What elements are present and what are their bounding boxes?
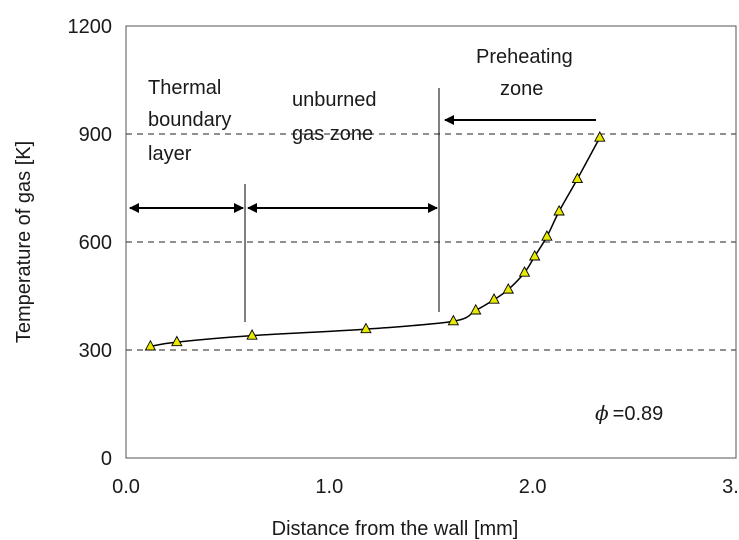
data-point-8	[518, 266, 531, 277]
x-axis-title: Distance from the wall [mm]	[272, 518, 519, 540]
x-tick-label: 1.0	[315, 476, 343, 498]
unburned-gas-annotation: unburned gas zone	[292, 89, 377, 145]
x-tick-label: 2.0	[519, 476, 547, 498]
thermal-label-line3: layer	[148, 143, 192, 165]
y-axis-ticks: 0 300 600 900 1200	[68, 16, 113, 470]
data-point-13	[594, 131, 606, 142]
thermal-boundary-annotation: Thermal boundary layer	[148, 77, 231, 165]
y-tick-label: 900	[79, 124, 112, 146]
gridlines	[126, 133, 736, 351]
data-point-12	[571, 172, 584, 184]
x-axis-ticks: 0.0 1.0 2.0 3.0	[112, 476, 739, 498]
preheating-label-line1: Preheating	[476, 46, 573, 68]
phi-symbol: ϕ	[595, 401, 609, 425]
y-tick-label: 600	[79, 232, 112, 254]
data-point-10	[541, 230, 553, 241]
x-tick-label: 3.0	[722, 476, 739, 498]
data-point-4	[447, 314, 460, 326]
data-point-0	[144, 339, 157, 351]
data-point-5	[470, 303, 482, 315]
preheating-annotation: Preheating zone	[476, 46, 573, 100]
data-point-2	[246, 329, 258, 340]
phi-value: =0.89	[613, 403, 664, 425]
preheating-label-line2: zone	[500, 78, 543, 100]
y-tick-label: 300	[79, 340, 112, 362]
data-points	[144, 131, 606, 351]
unburned-label-line1: unburned	[292, 89, 377, 111]
data-point-11	[553, 204, 565, 216]
y-axis-title: Temperature of gas [K]	[13, 141, 35, 343]
data-point-9	[528, 249, 541, 261]
x-tick-label: 0.0	[112, 476, 140, 498]
y-tick-label: 1200	[68, 16, 113, 38]
data-point-3	[360, 322, 372, 334]
data-point-1	[171, 335, 183, 347]
plot-frame	[125, 25, 737, 459]
thermal-label-line1: Thermal	[148, 77, 221, 99]
y-tick-label: 0	[101, 448, 112, 470]
data-point-7	[502, 282, 514, 294]
unburned-label-line2: gas zone	[292, 123, 373, 145]
thermal-label-line2: boundary	[148, 109, 231, 131]
data-point-6	[488, 293, 500, 304]
phi-annotation: ϕ =0.89	[595, 401, 663, 425]
